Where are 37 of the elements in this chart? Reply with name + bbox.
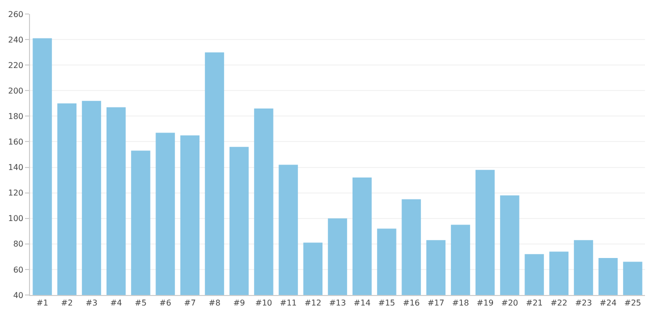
y-tick-label: 100	[8, 214, 24, 224]
x-tick-label: #1	[36, 298, 48, 308]
y-tick-label: 80	[13, 240, 24, 249]
x-tick-label: #10	[255, 298, 272, 308]
x-tick-label: #7	[184, 298, 196, 308]
x-tick-label: #24	[600, 298, 617, 308]
x-tick-label: #13	[329, 298, 346, 308]
x-tick-label: #11	[280, 298, 297, 308]
y-tick-label: 140	[8, 163, 24, 172]
y-tick-label: 60	[13, 265, 24, 274]
x-tick-label: #6	[159, 298, 172, 308]
x-tick-label: #9	[233, 298, 245, 308]
x-tick-label: #15	[378, 298, 396, 308]
x-tick-label: #8	[208, 298, 220, 308]
y-tick-label: 120	[8, 188, 24, 198]
x-tick-label: #3	[86, 298, 98, 308]
x-tick-label: #25	[624, 298, 642, 308]
x-tick-label: #21	[526, 298, 543, 308]
y-tick-label: 240	[8, 35, 24, 44]
x-tick-label: #16	[402, 298, 420, 308]
x-tick-label: #19	[476, 298, 494, 308]
x-tick-label: #4	[110, 298, 122, 308]
x-tick-label: #2	[61, 298, 73, 308]
x-tick-label: #23	[575, 298, 592, 308]
x-tick-label: #5	[134, 298, 147, 308]
x-tick-label: #17	[427, 298, 444, 308]
x-tick-label: #20	[501, 298, 518, 308]
x-tick-label: #18	[452, 298, 469, 308]
y-tick-label: 160	[8, 138, 24, 147]
y-tick-label: 260	[8, 10, 24, 19]
y-tick-label: 200	[8, 86, 24, 96]
y-tick-label: 40	[13, 290, 24, 300]
y-tick-label: 220	[8, 60, 24, 70]
x-tick-label: #12	[304, 298, 322, 308]
x-tick-label: #14	[354, 298, 371, 308]
x-tick-label: #22	[550, 298, 568, 308]
y-tick-label: 180	[8, 112, 24, 121]
